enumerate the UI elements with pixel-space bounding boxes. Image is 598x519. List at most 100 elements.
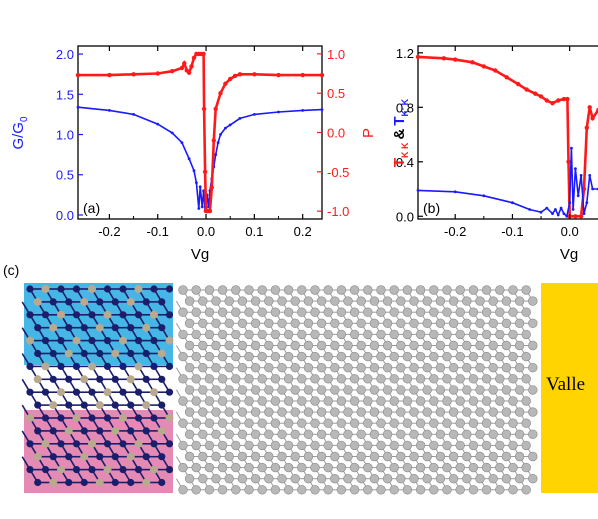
carbon-atom [204, 285, 215, 295]
carbon-atom [521, 285, 531, 295]
carbon-atom [508, 329, 518, 340]
lead-atom-light [134, 285, 143, 293]
carbon-atom [501, 385, 512, 395]
carbon-atom [336, 462, 347, 473]
lead-atom-dark [127, 401, 135, 409]
carbon-atom [237, 296, 248, 306]
carbon-atom [198, 451, 208, 462]
carbon-atom [250, 429, 261, 439]
lead-atom-dark [26, 311, 34, 319]
carbon-atom [376, 351, 386, 362]
carbon-atom [310, 396, 320, 406]
lead-atom-dark [65, 401, 73, 409]
carbon-atom [514, 340, 525, 351]
carbon-atom [514, 385, 525, 395]
lead-atom-light [41, 439, 50, 448]
lead-atom-dark [127, 324, 135, 332]
carbon-atom [330, 385, 340, 395]
carbon-atom [303, 363, 314, 373]
carbon-atom [475, 429, 485, 439]
carbon-atom [184, 296, 195, 306]
carbon-atom [204, 440, 215, 451]
lead-atom-light [165, 336, 174, 345]
data-point [75, 72, 81, 78]
lead-atom-light [103, 388, 112, 397]
carbon-atom [316, 474, 327, 484]
data-point [207, 208, 213, 214]
carbon-atom [396, 474, 406, 484]
lead-atom-dark [150, 414, 158, 422]
carbon-atom [303, 296, 314, 306]
carbon-atom [462, 363, 472, 373]
carbon-atom [415, 418, 426, 428]
carbon-atom [468, 351, 479, 362]
carbon-atom [211, 340, 221, 351]
y-tick-label-right: 0.0 [327, 126, 345, 141]
carbon-atom [376, 462, 386, 473]
lead-atom-dark [41, 414, 50, 422]
carbon-atom [369, 451, 380, 462]
carbon-atom [290, 318, 300, 328]
carbon-atom [508, 418, 518, 428]
carbon-atom [382, 474, 393, 484]
carbon-atom [270, 396, 281, 406]
carbon-atom [237, 429, 248, 439]
lead-atom-light [157, 426, 166, 435]
lead-atom-dark [103, 440, 112, 448]
carbon-atom [231, 485, 241, 495]
data-point [131, 72, 136, 77]
data-point [585, 201, 589, 205]
y-tick-label-left: 0.8 [396, 100, 414, 115]
carbon-atom [455, 307, 465, 317]
lead-atom-dark [34, 427, 42, 435]
y-tick-label-right: 0.5 [327, 86, 345, 101]
carbon-atom [448, 296, 459, 306]
carbon-atom [211, 474, 221, 484]
chart-panel-b: -0.2 -0.1 0.0 0.00.40.81.2 (b) Vg TK K&TK'… [391, 45, 598, 263]
lead-atom-dark [34, 401, 42, 409]
lead-atom-dark [80, 349, 88, 358]
carbon-atom [448, 363, 459, 373]
y-axis-left-label-a-main: G/G [10, 122, 27, 150]
y-tick-label-left: 0.4 [396, 155, 414, 170]
carbon-atom [178, 396, 188, 406]
carbon-atom [330, 340, 340, 351]
carbon-atom [455, 485, 465, 495]
carbon-atom [528, 451, 538, 462]
carbon-atom [382, 296, 393, 306]
carbon-atom [528, 407, 538, 417]
carbon-atom [217, 440, 228, 451]
lead-atom-dark [26, 285, 34, 293]
lead-atom-dark [165, 466, 174, 474]
carbon-atom [429, 285, 439, 295]
data-point [511, 201, 514, 205]
carbon-atom [217, 418, 228, 428]
lead-atom-dark [57, 362, 65, 370]
lead-atom-light [142, 478, 151, 487]
x-tick-label: 0.0 [561, 224, 579, 239]
data-point [559, 206, 563, 210]
carbon-atom [303, 451, 314, 462]
carbon-atom [237, 385, 248, 395]
carbon-atom [363, 307, 373, 317]
carbon-atom [178, 485, 188, 495]
lead-atom-dark [34, 478, 42, 487]
lead-atom-dark [26, 440, 34, 448]
carbon-atom [468, 485, 479, 495]
carbon-atom [217, 485, 228, 495]
carbon-atom [277, 407, 287, 417]
lead-atom-dark [80, 324, 88, 332]
carbon-atom [343, 318, 353, 328]
lead-atom-light [150, 465, 158, 474]
carbon-atom [198, 363, 208, 373]
x-axis-label-b: Vg [560, 246, 578, 263]
series-line-blue [417, 148, 598, 218]
carbon-atom [270, 485, 281, 495]
carbon-atom [481, 351, 492, 362]
carbon-atom [521, 462, 531, 473]
data-point [180, 141, 184, 145]
data-point [223, 81, 228, 86]
carbon-atom [224, 318, 234, 328]
carbon-atom [396, 296, 406, 306]
carbon-atom [211, 451, 221, 462]
